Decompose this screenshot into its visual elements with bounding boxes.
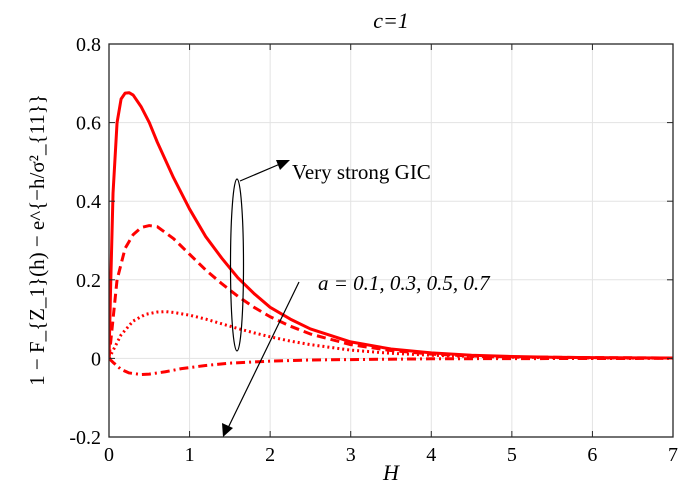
chart-title: c=1	[373, 8, 409, 33]
annotation-parameter-values: a = 0.1, 0.3, 0.5, 0.7	[318, 271, 491, 295]
y-axis-label: 1 − F_{Z_1}(h) − e^{−h/σ²_{11}}	[25, 94, 49, 386]
series-layer	[109, 91, 673, 377]
x-tick-label: 5	[507, 444, 517, 466]
x-tick-label: 0	[104, 444, 114, 466]
x-tick-label: 4	[426, 444, 436, 466]
x-tick-label: 7	[668, 444, 678, 466]
y-tick-label: 0.6	[76, 113, 101, 135]
x-tick-label: 2	[265, 444, 275, 466]
parameter-arrow	[222, 281, 300, 437]
y-tick-label: 0.4	[76, 191, 101, 213]
y-tick-label: -0.2	[69, 427, 101, 449]
axis-ticks: 0 1 2 3 4 5 6 7-0.200.20.40.60.8	[69, 34, 678, 466]
x-tick-label: 3	[346, 444, 356, 466]
annotation-very-strong: Very strong GIC	[292, 160, 431, 184]
x-axis-label: H	[382, 460, 400, 485]
y-tick-label: 0.8	[76, 34, 101, 56]
grid	[109, 44, 673, 437]
y-tick-label: 0	[91, 348, 101, 370]
series-line-solid	[109, 91, 673, 360]
y-tick-label: 0.2	[76, 270, 101, 292]
very-strong-arrow	[239, 160, 290, 182]
plot-frame	[108, 43, 674, 438]
x-tick-label: 1	[185, 444, 195, 466]
series-line-dashdot	[109, 356, 673, 377]
x-tick-label: 6	[587, 444, 597, 466]
series-line-dashed	[109, 224, 673, 360]
annotation-ellipse	[229, 178, 245, 352]
plot-background	[109, 44, 673, 437]
